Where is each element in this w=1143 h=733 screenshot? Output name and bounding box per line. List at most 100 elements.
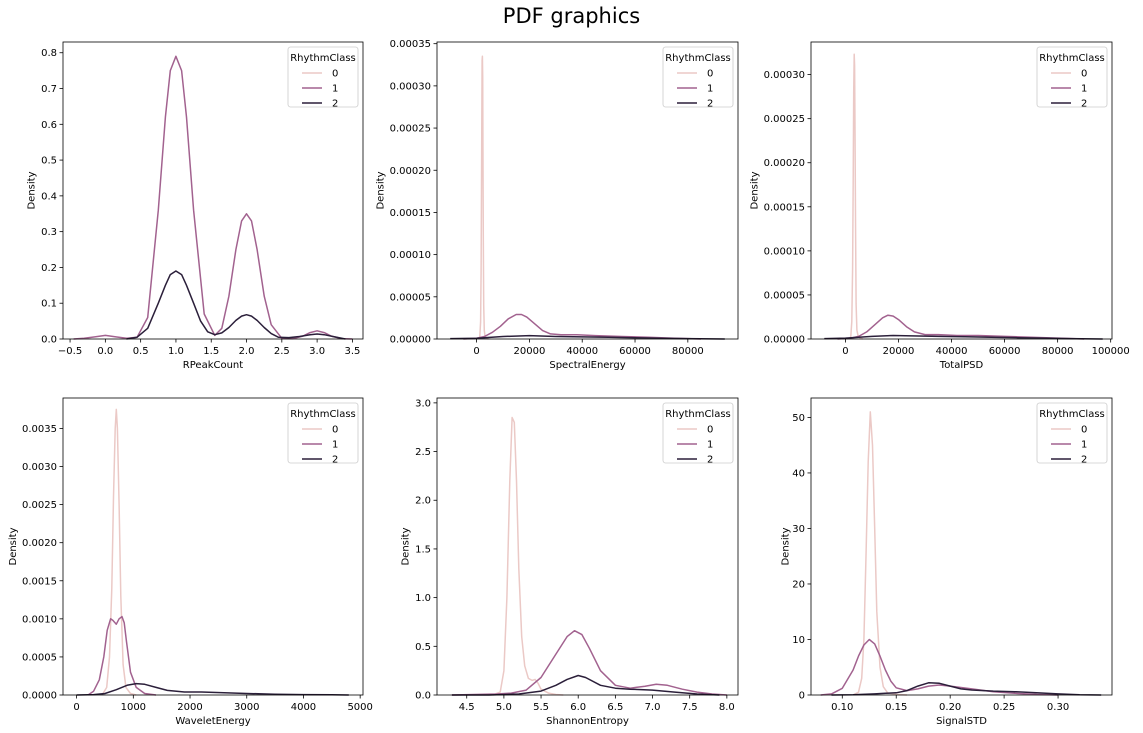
- axes-frame: [436, 41, 739, 340]
- legend-box: [1036, 402, 1108, 464]
- x-tick-label: 0.20: [939, 702, 961, 713]
- legend-title: RhythmClass: [1039, 53, 1105, 64]
- chart-panel-2: 0 20000 40000 60000 80000 0.00000 0.00005 0.000…: [376, 39, 739, 371]
- y-tick-label: 0.00010: [390, 250, 431, 261]
- legend-label-class-2: 2: [332, 99, 338, 110]
- legend-label-class-1: 1: [1081, 440, 1087, 451]
- legend: RhythmClass 0 1 2: [287, 402, 359, 466]
- kde-line-class-1: [451, 629, 727, 696]
- axes-frame: [62, 397, 364, 696]
- x-tick-label: 8.0: [719, 702, 735, 713]
- x-axis-label: SpectralEnergy: [549, 360, 625, 371]
- y-tick-label: 0.00005: [764, 290, 805, 301]
- x-tick-label: 5.0: [496, 702, 512, 713]
- y-axis-label: Density: [781, 527, 792, 565]
- kde-line-class-1: [820, 638, 1059, 696]
- x-tick-label: 4000: [291, 702, 316, 713]
- legend-label-class-1: 1: [332, 440, 338, 451]
- legend-label-class-1: 1: [332, 84, 338, 95]
- chart-panel-4: 0 1000 2000 3000 4000 5000 0.0000 0.0005 0.0010 0…: [8, 397, 373, 727]
- legend: RhythmClass 0 1 2: [287, 46, 359, 110]
- y-tick-label: 0.00030: [764, 70, 805, 81]
- y-tick-label: 20: [792, 579, 805, 590]
- x-tick-label: 60000: [619, 346, 651, 357]
- legend-label-class-0: 0: [707, 425, 713, 436]
- y-tick-label: 0.0: [415, 691, 431, 702]
- x-tick-label: 3000: [234, 702, 259, 713]
- x-tick-label: −0.5: [58, 346, 82, 357]
- y-axis-label: Density: [8, 527, 19, 565]
- kde-line-class-0: [848, 53, 863, 340]
- y-tick-label: 30: [792, 524, 805, 535]
- x-tick-label: 40000: [936, 346, 968, 357]
- x-tick-label: 60000: [989, 346, 1021, 357]
- x-tick-label: 0.0: [97, 346, 113, 357]
- x-tick-label: 80000: [672, 346, 704, 357]
- legend-label-class-2: 2: [332, 455, 338, 466]
- x-tick-label: 1.5: [203, 346, 219, 357]
- x-tick-label: 2.0: [239, 346, 255, 357]
- y-tick-label: 40: [792, 468, 805, 479]
- y-tick-label: 0.0005: [22, 652, 57, 663]
- x-tick-label: 1000: [121, 702, 146, 713]
- legend: RhythmClass 0 1 2: [1036, 402, 1108, 466]
- legend-label-class-2: 2: [1081, 455, 1087, 466]
- y-tick-label: 0.8: [41, 48, 57, 59]
- legend-label-class-1: 1: [1081, 84, 1087, 95]
- x-tick-label: 0.15: [885, 702, 907, 713]
- x-tick-label: 2.5: [274, 346, 290, 357]
- y-tick-label: 0.0000: [22, 691, 57, 702]
- x-axis-label: RPeakCount: [183, 360, 243, 371]
- y-tick-label: 0.7: [41, 84, 57, 95]
- x-tick-label: 7.5: [682, 702, 698, 713]
- x-tick-label: 0.30: [1047, 702, 1069, 713]
- kde-line-class-1: [463, 313, 702, 340]
- y-axis-label: Density: [400, 527, 411, 565]
- y-tick-label: 0.0020: [22, 538, 57, 549]
- kde-line-class-2: [76, 682, 349, 696]
- x-tick-label: 4.5: [459, 702, 475, 713]
- legend-box: [287, 46, 359, 108]
- y-tick-label: 0.00005: [390, 292, 431, 303]
- y-tick-label: 10: [792, 635, 805, 646]
- y-tick-label: 2.0: [415, 496, 431, 507]
- y-tick-label: 0.00030: [390, 81, 431, 92]
- kde-line-class-0: [101, 408, 137, 696]
- x-tick-label: 0: [842, 346, 848, 357]
- x-tick-label: 7.0: [645, 702, 661, 713]
- y-tick-label: 0.00020: [390, 166, 431, 177]
- legend-box: [287, 402, 359, 464]
- legend-title: RhythmClass: [290, 53, 356, 64]
- axes-frame: [436, 397, 739, 696]
- y-tick-label: 0.00010: [764, 246, 805, 257]
- x-tick-label: 20000: [883, 346, 915, 357]
- x-tick-label: 3.0: [309, 346, 325, 357]
- y-tick-label: 0.0010: [22, 614, 57, 625]
- legend-label-class-2: 2: [707, 455, 713, 466]
- x-tick-label: 5.5: [533, 702, 549, 713]
- x-tick-label: 20000: [514, 346, 546, 357]
- y-tick-label: 0.0025: [22, 500, 57, 511]
- y-tick-label: 0.00020: [764, 158, 805, 169]
- kde-line-class-2: [126, 270, 346, 340]
- x-axis-label: WaveletEnergy: [175, 716, 250, 727]
- kde-line-class-1: [837, 314, 1085, 340]
- legend-title: RhythmClass: [290, 409, 356, 420]
- legend-label-class-1: 1: [707, 84, 713, 95]
- legend-title: RhythmClass: [665, 409, 731, 420]
- y-tick-label: 3.0: [415, 398, 431, 409]
- legend-label-class-1: 1: [707, 440, 713, 451]
- chart-panel-1: −0.5 0.0 0.5 1.0 1.5 2.0 2.5 3.0 3.50.00.10.20.3…: [26, 41, 364, 371]
- legend-label-class-2: 2: [707, 99, 713, 110]
- x-tick-label: 3.5: [344, 346, 360, 357]
- x-tick-label: 0.25: [993, 702, 1015, 713]
- legend-box: [1036, 46, 1108, 108]
- x-tick-label: 0.10: [831, 702, 853, 713]
- y-tick-label: 0.0030: [22, 462, 57, 473]
- y-tick-label: 1.5: [415, 544, 431, 555]
- y-tick-label: 0.0: [41, 335, 57, 346]
- x-tick-label: 0: [73, 702, 79, 713]
- chart-panel-5: 4.5 5.0 5.5 6.0 6.5 7.0 7.5 8.0 0.0 0.5 1.0 1.5 2.0 2…: [400, 397, 739, 727]
- y-tick-label: 2.5: [415, 447, 431, 458]
